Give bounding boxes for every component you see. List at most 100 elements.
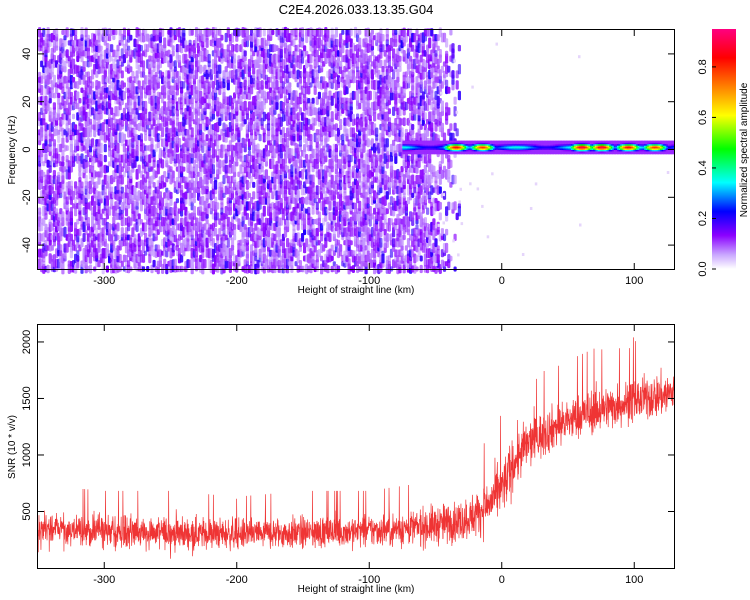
heatmap-noise-cell [120,174,124,185]
heatmap-noise-cell [97,81,101,89]
heatmap-noise-cell [80,181,84,189]
heatmap-noise-cell [116,142,120,154]
heatmap-noise-cell [171,50,175,57]
heatmap-noise-cell [370,171,374,177]
heatmap-noise-cell [103,154,107,163]
heatmap-noise-cell [55,208,59,214]
heatmap-noise-cell [220,34,224,41]
heatmap-noise-cell [182,81,186,89]
heatmap-noise-cell [71,121,76,133]
heatmap-noise-cell [129,34,133,41]
heatmap-noise-cell [279,197,283,204]
heatmap-noise-cell [139,45,143,52]
heatmap-noise-cell [205,219,209,225]
heatmap-noise-cell [192,198,196,204]
heatmap-noise-cell [86,217,90,227]
heatmap-noise-cell [141,60,146,68]
heatmap-noise-cell [99,50,103,57]
heatmap-noise-cell [103,143,107,153]
heatmap-noise-cell [48,232,52,243]
heatmap-noise-cell [103,233,107,242]
heatmap-noise-cell [370,50,374,57]
heatmap-noise-cell [44,250,48,257]
heatmap-noise-cell [110,107,114,115]
heatmap-noise-cell [161,71,165,78]
heatmap-noise-cell [61,118,65,125]
heatmap-noise-cell [52,74,56,85]
heatmap-noise-cell [211,164,215,175]
heatmap-noise-cell [71,76,76,83]
heatmap-noise-cell [358,37,362,49]
heatmap-noise-cell [40,85,44,96]
heatmap-noise-cell [93,33,97,42]
heatmap-noise-cell [76,91,80,100]
heatmap-noise-cell [233,165,237,173]
heatmap-noise-cell [341,29,345,35]
heatmap-noise-cell [99,45,103,51]
heatmap-noise-cell [61,150,65,157]
heatmap-noise-cell [116,44,120,52]
heatmap-noise-cell [169,191,173,199]
heatmap-noise-cell [334,27,338,38]
heatmap-noise-cell [110,186,114,194]
heatmap-noise-cell [120,260,124,267]
heatmap-noise-cell [252,191,256,200]
heatmap-noise-cell [124,206,129,217]
heatmap-noise-cell [309,134,313,142]
heatmap-noise-cell [52,139,56,147]
heatmap-noise-cell [135,155,139,162]
heatmap-noise-cell [44,240,48,246]
heatmap-noise-cell [139,133,143,142]
heatmap-noise-cell [65,81,69,89]
heatmap-noise-cell [379,237,383,248]
heatmap-noise-cell [50,245,54,251]
heatmap-noise-cell [40,169,44,180]
heatmap-noise-cell [114,29,118,36]
heatmap-noise-cell [163,171,167,178]
heatmap-noise-cell [93,239,97,246]
heatmap-noise-cell [99,171,103,178]
heatmap-noise-cell [84,174,88,185]
heatmap-noise-cell [105,165,109,173]
heatmap-noise-cell [171,170,175,179]
heatmap-noise-cell [97,28,101,36]
heatmap-noise-cell [76,145,80,152]
heatmap-noise-cell [127,28,131,37]
heatmap-noise-cell [199,171,203,178]
heatmap-noise-cell [203,223,207,231]
heatmap-noise-cell [351,113,355,120]
heatmap-noise-cell [120,80,124,90]
heatmap-noise-cell [40,60,44,68]
heatmap-noise-cell [349,154,353,163]
heatmap-noise-cell [218,64,222,74]
heatmap-noise-cell [80,55,84,63]
heatmap-noise-cell [358,29,362,35]
heatmap-noise-cell [252,181,256,188]
heatmap-noise-cell [330,255,334,262]
heatmap-noise-cell [120,186,124,194]
heatmap-noise-cell [61,211,65,222]
heatmap-noise-cell [398,66,402,72]
heatmap-noise-cell [71,239,76,246]
heatmap-noise-cell [78,98,82,104]
heatmap-noise-cell [116,49,120,58]
heatmap-noise-cell [137,213,141,220]
heatmap-noise-cell [381,34,385,42]
heatmap-noise-cell [57,171,61,177]
heatmap-noise-cell [57,96,61,105]
heatmap-noise-cell [120,70,124,79]
heatmap-noise-cell [260,80,264,90]
heatmap-noise-cell [99,142,103,154]
heatmap-noise-cell [61,82,65,88]
heatmap-noise-cell [387,108,391,115]
heatmap-noise-cell [326,29,330,36]
heatmap-noise-cell [52,54,56,63]
heatmap-noise-cell [57,132,61,143]
heatmap-noise-cell [394,29,398,36]
heatmap-noise-cell [69,233,73,242]
heatmap-noise-cell [161,159,165,169]
heatmap-noise-cell [91,81,95,89]
heatmap-noise-cell [48,90,52,100]
heatmap-noise-cell [398,60,402,68]
